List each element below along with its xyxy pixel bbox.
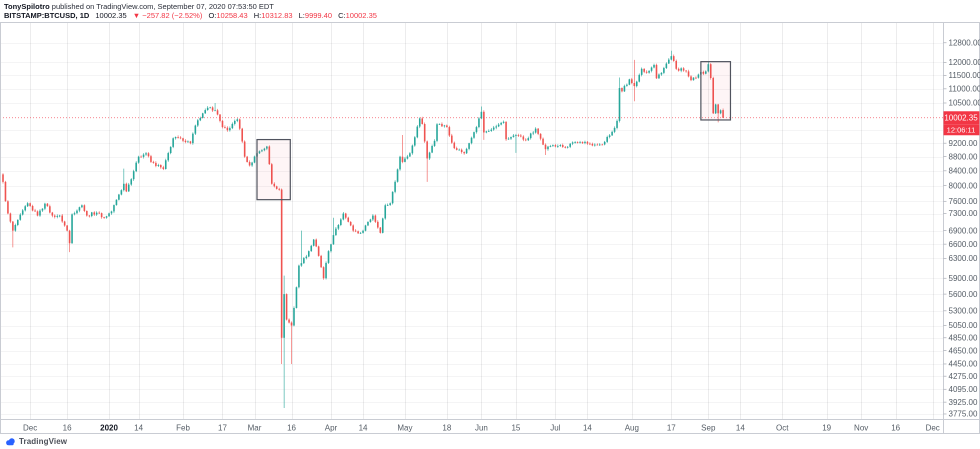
price-badge: 10002.35 12:06:11 [943,111,980,136]
price-tick-label: 5600.00 [949,290,978,299]
price-tick-label: 12000.00 [949,58,980,67]
time-tick-label: 17 [218,424,227,433]
price-tick-label: 11000.00 [949,85,980,94]
tradingview-cloud-icon [6,438,15,446]
time-tick-label: Oct [776,424,789,433]
time-tick-label: Mar [248,424,262,433]
time-tick-label: Sep [701,424,716,433]
high-value: 10312.83 [261,11,293,20]
price-tick-label: 7600.00 [949,197,978,206]
time-tick-label: 2020 [100,424,118,433]
close-label: C: [338,11,346,20]
open-label: O: [208,11,217,20]
low-label: L: [298,11,305,20]
price-tick-label: 8800.00 [949,152,978,161]
grid [0,22,944,420]
tradingview-logo[interactable]: TradingView [5,436,67,447]
price-tick-label: 4275.00 [949,372,978,381]
time-axis[interactable]: Dec 16 2020 14 Feb 17 Mar 16 Apr 14 May 18 Jun 15 Jul 1… [23,424,940,433]
low-value: 9999.40 [304,11,333,20]
price-tick-label: 4650.00 [949,346,978,355]
high-label: H: [253,11,262,20]
annotation-box-1[interactable] [256,138,291,201]
price-tick-label: 5900.00 [949,274,978,283]
price-tick-label: 8400.00 [949,167,978,176]
price-tick-label: 8000.00 [949,181,978,190]
price-tick-label: 5050.00 [949,321,978,330]
price-tick-label: 7300.00 [949,209,978,218]
tradingview-wordmark: TradingView [19,437,68,446]
time-tick-label: Nov [854,424,868,433]
price-tick-label: 11500.00 [949,71,980,80]
time-tick-label: 14 [736,424,745,433]
direction-down-icon: ▼ [132,11,141,20]
price-tick-label: 5300.00 [949,307,978,316]
time-tick-label: 16 [63,424,72,433]
time-tick-label: 14 [359,424,368,433]
time-tick-label: 16 [891,424,900,433]
open-value: 10258.43 [216,11,248,20]
candles [2,50,724,409]
annotation-box-2[interactable] [700,61,732,121]
price-tick-label: 3775.00 [949,410,978,419]
time-tick-label: Aug [625,424,639,433]
badge-price-text: 10002.35 [944,114,978,123]
time-tick-label: 18 [442,424,451,433]
chart-frame [0,22,980,434]
time-tick-label: 14 [583,424,592,433]
price-tick-label: 3925.00 [949,398,978,407]
time-tick-label: May [397,424,412,433]
countdown-badge [943,124,980,136]
price-tick-label: 6900.00 [949,226,978,235]
symbol-name[interactable]: BITSTAMP:BTCUSD, 1D [4,11,90,20]
time-tick-label: 19 [822,424,831,433]
symbol-legend[interactable]: BITSTAMP:BTCUSD, 1D 10002.35 ▼ −257.82 (… [4,11,377,20]
time-tick-label: Dec [23,424,37,433]
price-axis[interactable]: 12800.00 12000.00 11500.00 11000.00 10500.00… [943,38,980,419]
badge-countdown-text: 12:06:11 [947,125,976,134]
time-tick-label: Dec [926,424,940,433]
time-tick-label: Feb [176,424,190,433]
byline-rest: published on TradingView.com, September … [49,2,274,11]
byline: TonySpilotro published on TradingView.co… [4,2,274,11]
price-tick-label: 6600.00 [949,240,978,249]
time-tick-label: Jun [475,424,488,433]
price-tick-label: 4095.00 [949,385,978,394]
byline-author: TonySpilotro [4,2,50,11]
time-tick-label: 17 [667,424,676,433]
last-price: 10002.35 [95,11,127,20]
close-value: 10002.35 [345,11,377,20]
price-tick-label: 4450.00 [949,360,978,369]
price-tick-label: 6300.00 [949,254,978,263]
price-tick-label: 9200.00 [949,139,978,148]
time-tick-label: Jul [550,424,560,433]
time-tick-label: Apr [325,424,338,433]
price-tick-label: 10500.00 [949,99,980,108]
time-tick-label: 16 [287,424,296,433]
price-change: −257.82 (−2.52%) [142,11,203,20]
time-tick-label: 15 [511,424,520,433]
price-tick-label: 12800.00 [949,38,980,47]
time-tick-label: 14 [134,424,143,433]
price-tick-label: 4850.00 [949,334,978,343]
